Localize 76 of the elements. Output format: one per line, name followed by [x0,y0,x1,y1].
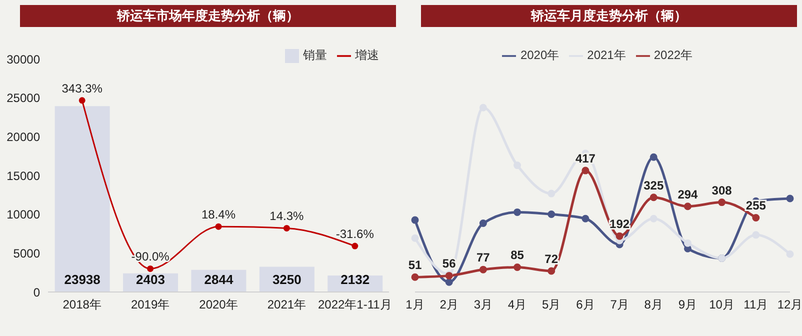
bar [54,106,110,292]
y-tick-label: 10000 [6,208,40,222]
point [548,267,556,275]
x-tick-label: 2月 [440,298,458,312]
x-tick-label: 3月 [474,298,493,312]
point [752,214,760,222]
point [616,232,624,240]
data-label: 294 [678,187,698,202]
point [445,278,453,286]
data-label: 72 [544,252,558,266]
x-tick-label: 2019年 [130,298,170,312]
legend-label: 销量 [303,48,327,62]
data-label: 14.3% [270,209,304,224]
y-tick-label: 5000 [13,246,40,260]
data-label: 2132 [340,272,370,287]
point [582,166,590,174]
data-label: 51 [408,258,422,272]
point [514,208,522,216]
point [650,153,658,161]
x-tick-label: 11月 [744,298,768,312]
x-tick-label: 12月 [777,298,802,312]
point [548,210,556,218]
point [684,244,692,252]
point [411,216,419,224]
point [411,273,419,281]
point [718,198,726,206]
y-tick-label: 25000 [6,91,40,106]
x-tick-label: 2020年 [199,298,238,312]
legend-label: 2022年 [654,48,693,62]
data-label: 2844 [204,272,234,287]
x-tick-label: 2018年 [62,298,102,312]
data-label: 85 [510,248,524,262]
point [582,214,590,222]
x-tick-label: 4月 [508,298,527,312]
point [479,266,487,274]
x-tick-label: 6月 [576,298,595,312]
point [411,234,419,242]
point [352,242,358,250]
data-label: 2403 [136,272,165,287]
x-tick-label: 5月 [542,298,561,312]
legend-label: 2021年 [587,48,626,62]
data-label: 23938 [64,272,100,287]
y-tick-label: 30000 [6,52,40,66]
x-tick-label: 8月 [644,298,663,312]
x-tick-label: 2022年1-11月 [318,298,392,312]
x-tick-label: 10月 [709,298,734,312]
point [78,97,86,104]
point [650,194,658,202]
legend-label: 增速 [355,48,379,62]
data-label: -31.6% [336,227,374,242]
point [479,220,487,228]
y-tick-label: 0 [33,285,40,300]
point [684,239,692,247]
point [684,202,692,210]
point [147,265,154,272]
chart-title: 轿运车市场年度走势分析（辆） [20,5,396,27]
y-tick-label: 15000 [6,168,40,183]
data-label: 77 [476,250,490,265]
legend-label: 2020年 [520,48,560,62]
data-label: 18.4% [201,208,236,222]
point [215,223,222,230]
y-tick-label: 20000 [6,130,40,144]
point [514,263,522,271]
data-label: 308 [712,183,732,198]
data-label: 417 [575,152,596,166]
data-label: 343.3% [62,81,103,96]
data-label: 325 [644,178,664,192]
x-tick-label: 7月 [610,298,629,312]
point [283,224,290,232]
x-tick-label: 2021年 [267,298,306,312]
x-tick-label: 1月 [406,298,424,312]
x-tick-label: 9月 [678,298,698,312]
data-label: 56 [442,256,456,271]
point [786,194,794,202]
chart-title: 轿运车月度走势分析（辆） [421,5,797,27]
data-label: 3250 [272,272,302,287]
